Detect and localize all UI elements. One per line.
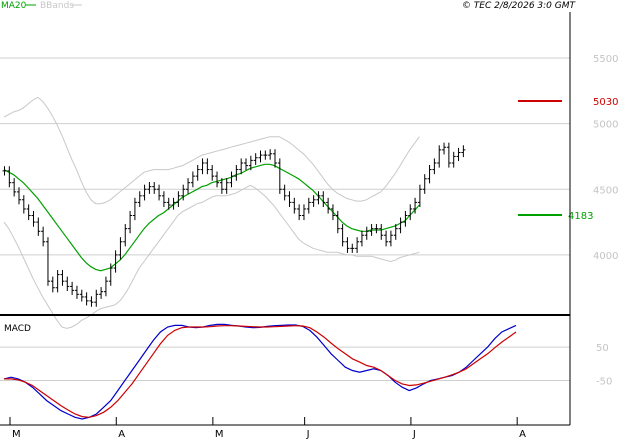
macd-title: MACD [4,324,31,334]
price-panel [0,12,570,314]
bollinger-upper-line [3,96,420,205]
macd-tick-label: -50 [596,377,612,388]
macd-axis-ticks: 50 -50 [596,343,612,387]
x-tick-label: A [519,429,526,440]
bollinger-lower-line [3,184,420,329]
x-tick-label: M [215,429,224,440]
price-tick-label: 4500 [593,185,618,196]
x-tick-label: J [306,429,310,440]
macd-gridlines [0,346,570,382]
support-label: 4183 [568,211,593,222]
x-tick-label: A [118,429,125,440]
ma20-line [3,163,420,272]
x-tick-label: J [412,429,416,440]
copyright-text: © TEC 2/8/2026 3:0 GMT [462,1,577,11]
price-tick-label: 5000 [593,120,618,131]
price-tick-label: 5500 [593,54,618,65]
macd-line [3,323,517,420]
x-tick-label: M [12,429,21,440]
price-bars [2,142,466,307]
legend-ma20: MA20 [1,1,27,11]
resistance-label: 5030 [593,97,618,108]
price-tick-label: 4000 [593,251,618,262]
price-axis-ticks: 5500 5000 4500 4000 [593,54,618,262]
macd-signal-line [4,325,517,418]
macd-tick-label: 50 [596,343,609,354]
legend-bbands: BBands [40,1,74,11]
